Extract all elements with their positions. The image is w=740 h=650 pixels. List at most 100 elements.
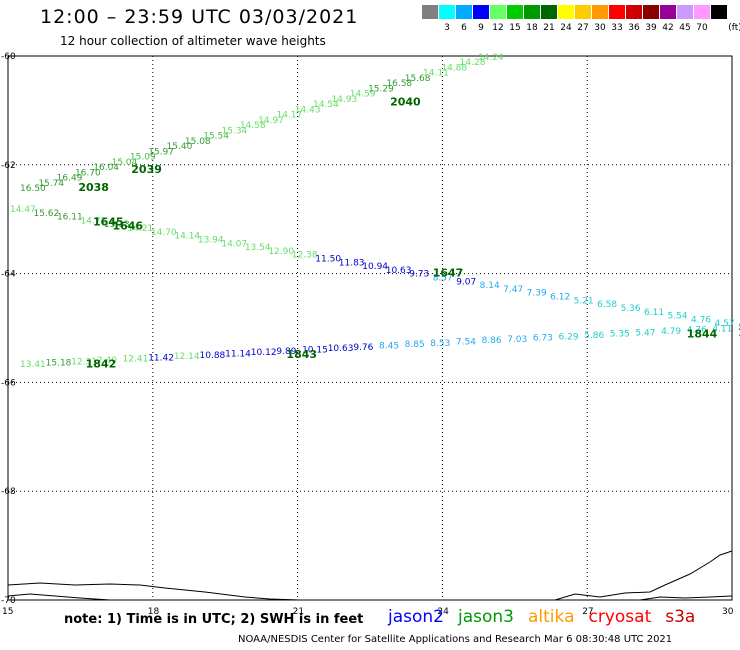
lon-tick-label: 24 [437,607,449,617]
swh-value: 14.28 [460,58,486,68]
swh-value: 9.07 [456,277,476,287]
swh-value: 14.21 [127,224,153,234]
legend-label: 6 [461,23,467,33]
coastline [639,595,733,601]
legend-swatch [456,5,472,19]
legend-label: 9 [478,23,484,33]
lon-tick-label: 27 [582,607,593,617]
swh-value: 15.54 [203,132,229,142]
legend-label: 36 [628,23,640,33]
legend-swatch [711,5,727,19]
swh-value: 14.43 [295,105,321,115]
swh-value: 14.88 [441,63,467,73]
legend-label: 21 [543,23,555,33]
credit-line: NOAA/NESDIS Center for Satellite Applica… [238,634,673,645]
legend-label: 42 [662,23,674,33]
legend-swatch [626,5,642,19]
pass-time-label: 2038 [78,181,109,194]
legend-label: 15 [509,23,521,33]
satellite-altika: altika [528,607,575,627]
swh-value: 5.35 [610,330,630,340]
legend-swatch [694,5,710,19]
swh-value: 5.36 [621,304,641,314]
satellite-s3a: s3a [665,607,696,627]
swh-value: 10.94 [362,262,388,272]
swh-value: 4.57 [715,319,735,329]
legend-swatch [422,5,438,19]
swh-value: 16.11 [57,213,83,223]
pass-time-label: 1843 [286,348,317,361]
swh-value: 5.86 [584,331,604,341]
swh-value: 10.15 [302,345,328,355]
pass-time-label: 1844 [687,328,718,341]
pass-time-label: 2039 [131,163,162,176]
lon-tick-label: 18 [148,607,160,617]
swh-value: 15.74 [38,179,64,189]
lat-tick-label: -68 [1,487,16,497]
swh-value: 13.94 [198,235,224,245]
track-c: 13.41 15.18 12.31 2.40 12.41 11.42 12.14 10.88 1… [20,323,740,371]
pass-time-label: 1645 [93,216,124,229]
pass-time-label: 1646 [112,219,143,232]
swh-value: 8.45 [379,342,399,352]
track-b: 14.4715.6216.1114.7215.1314.2114.7014.14… [10,205,740,333]
swh-value: 11.42 [148,353,174,363]
footer-note: note: 1) Time is in UTC; 2) SWH is in fe… [64,612,364,627]
swh-value: 15.68 [405,74,431,84]
lat-tick-label: -64 [1,270,16,280]
swh-value: 14.93 [331,95,357,105]
map-title: 12:00 – 23:59 UTC 03/03/2021 [40,6,359,28]
swh-value: 6.12 [550,293,570,303]
legend-swatch [507,5,523,19]
pass-time-label: 1647 [433,267,464,280]
swh-value: 15.40 [167,142,193,152]
satellite-jason3: jason3 [458,607,514,627]
track-a: 16.5015.7416.4916.7016.0415.0415.0915.97… [20,53,504,194]
legend-swatch [473,5,489,19]
swh-value: 11.83 [339,258,365,268]
legend-label: 39 [645,23,657,33]
swh-value: 10.63 [328,344,354,354]
swh-value: 6.73 [533,334,553,344]
swh-value: 10.12 [251,348,277,358]
legend-swatch [677,5,693,19]
lat-tick-label: -62 [1,161,16,171]
swh-value: 8.57 [433,274,453,284]
map-subtitle: 12 hour collection of altimeter wave hei… [60,34,326,48]
lat-tick-label: -70 [1,596,16,606]
swh-value: 6.11 [644,308,664,318]
lat-tick-label: -60 [1,52,16,62]
swh-value: 5.3 [738,323,740,333]
swh-value: 12.38 [292,251,318,261]
swh-value: 13.41 [20,360,46,370]
legend-swatch [439,5,455,19]
swh-value: 6.58 [597,300,617,310]
swh-value: 14.97 [258,116,284,126]
swh-value: 4.76 [691,315,711,325]
swh-value: 15.08 [185,137,211,147]
satellite-jason2: jason2 [388,607,444,627]
lon-tick-label: 21 [293,607,304,617]
legend-swatch [660,5,676,19]
legend-swatch [490,5,506,19]
swh-value: 4.76 [687,326,707,336]
swh-value: 14.54 [313,100,339,110]
swh-value: 5.31 [738,323,740,333]
swh-value: 13.54 [245,243,271,253]
swh-value: 14.24 [478,53,504,63]
swh-value: 5.47 [635,328,655,338]
swh-value: 8.53 [430,339,450,349]
legend-label: 24 [560,23,572,33]
satellite-cryosat: cryosat [588,607,652,627]
legend-swatch [609,5,625,19]
swh-value: 16.49 [57,174,83,184]
legend-swatch [643,5,659,19]
legend-swatch [524,5,540,19]
legend-label: 27 [577,23,589,33]
swh-value: 7.39 [527,289,547,299]
legend-swatch [575,5,591,19]
swh-value: 15.04 [112,158,138,168]
coastline [554,550,733,601]
swh-value: 8.14 [480,281,500,291]
